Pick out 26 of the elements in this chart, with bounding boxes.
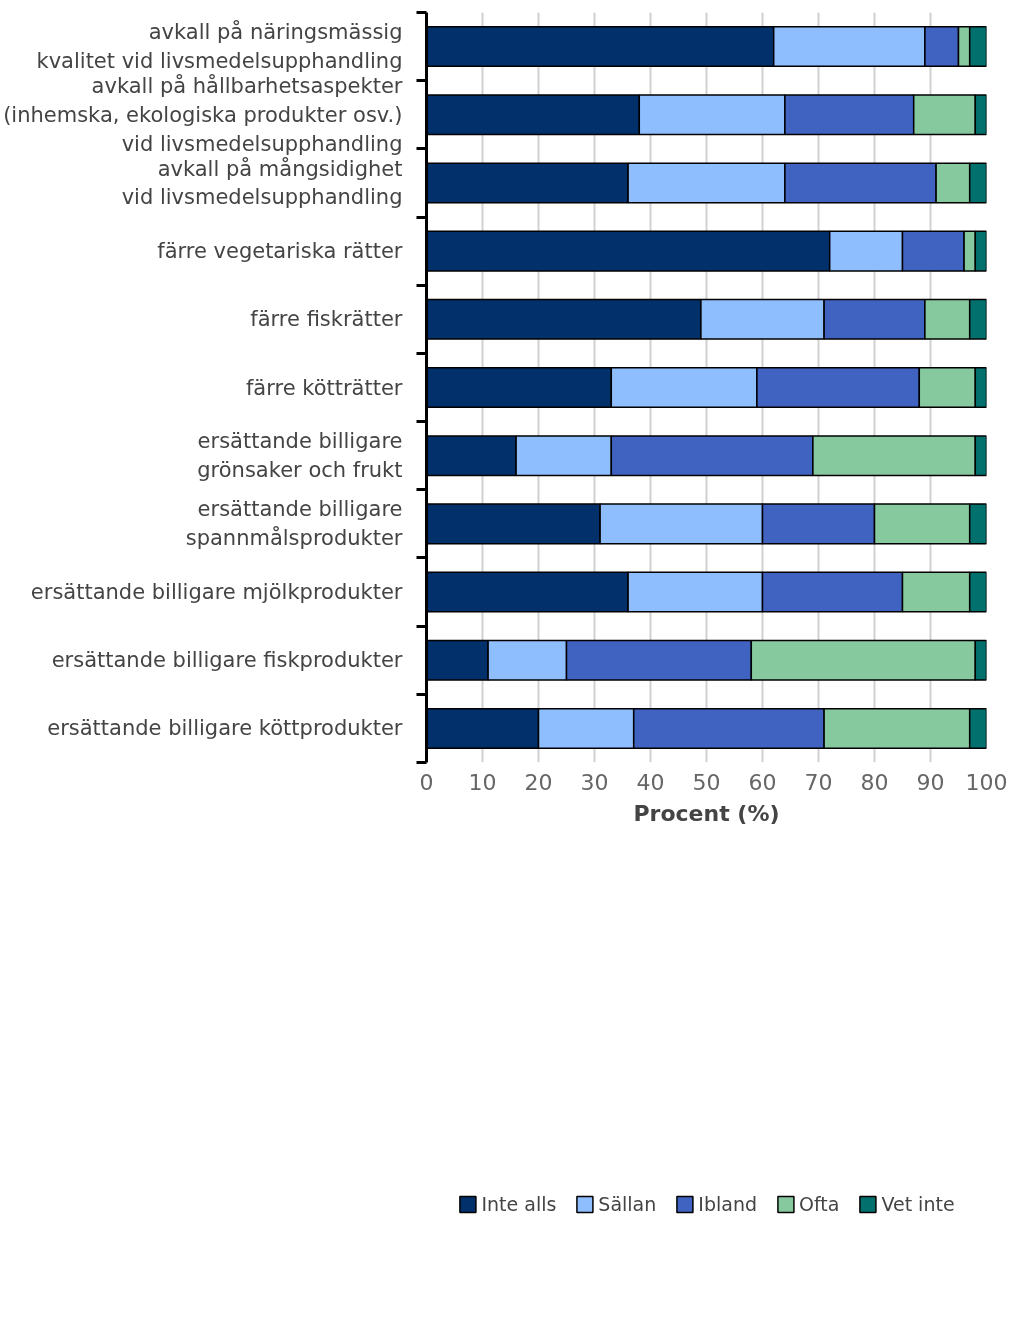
legend-label: Ofta	[799, 1192, 840, 1215]
x-tick-label: 80	[860, 769, 889, 795]
y-tick-label: ersättande billigare mjölkprodukter	[30, 580, 403, 605]
legend-label: Vet inte	[881, 1192, 955, 1215]
x-tick-label: 100	[965, 769, 1008, 795]
x-tick-label: 50	[692, 769, 721, 795]
x-tick-label: 70	[804, 769, 833, 795]
x-tick-label: 10	[468, 769, 497, 795]
y-tick-label: färre vegetariska rätter	[157, 239, 403, 264]
legend-label: Ibland	[698, 1192, 758, 1215]
x-tick-label: 20	[524, 769, 553, 795]
x-tick-label: 60	[748, 769, 777, 795]
y-tick-label: färre fiskrätter	[250, 307, 403, 332]
legend-label: Inte alls	[481, 1192, 557, 1215]
y-tick-label: ersättande billigare köttprodukter	[47, 716, 403, 741]
x-tick-label: 0	[419, 769, 434, 795]
legend-label: Sällan	[598, 1192, 657, 1215]
y-tick-label: ersättande billigare grönsaker och frukt	[197, 429, 403, 483]
y-tick-label: färre kötträtter	[245, 375, 403, 400]
x-tick-label: 90	[916, 769, 945, 795]
y-tick-label: ersättande billigare spannmålsprodukter	[185, 497, 403, 551]
y-tick-label: ersättande billigare fiskprodukter	[51, 648, 403, 673]
x-axis-title: Procent (%)	[633, 800, 780, 826]
y-tick-label: avkall på mångsidighet vid livsmedelsupphandling	[121, 155, 403, 210]
x-tick-label: 40	[636, 769, 665, 795]
x-tick-label: 30	[580, 769, 609, 795]
